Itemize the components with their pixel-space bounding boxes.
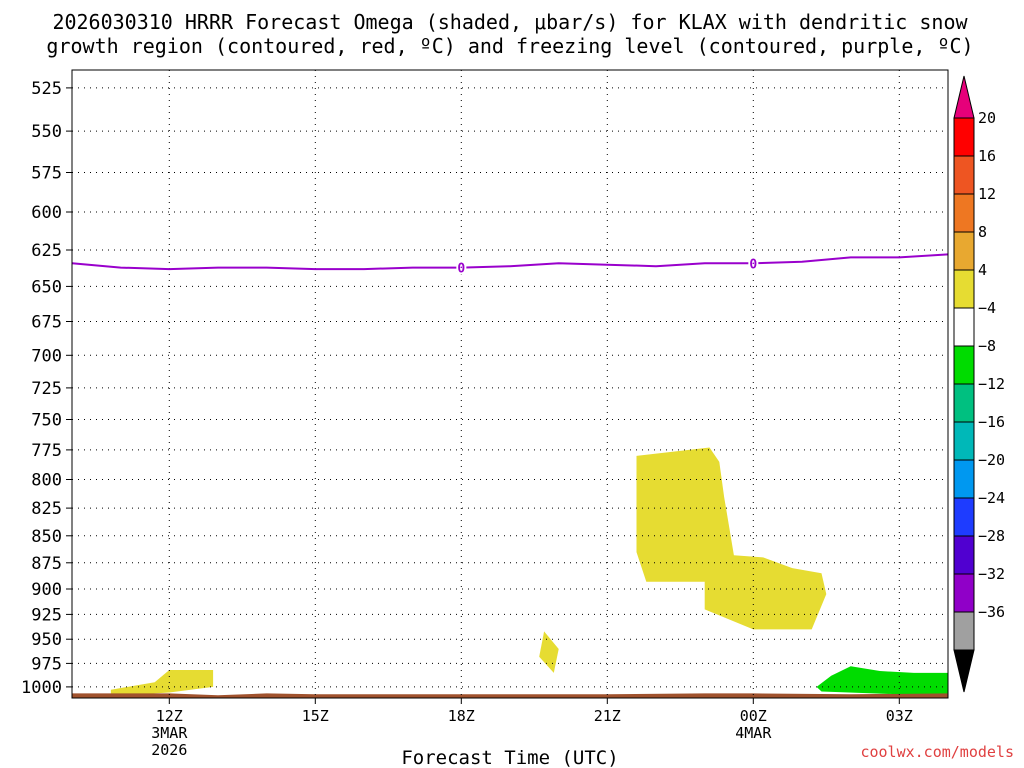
x-tick-label: 18Z	[448, 707, 475, 725]
colorbar-segment	[953, 231, 975, 271]
y-tick-label: 875	[31, 554, 62, 574]
x-axis-label: Forecast Time (UTC)	[401, 747, 618, 768]
colorbar-tick-label: −28	[978, 527, 1005, 545]
colorbar-segment	[953, 155, 975, 195]
omega-positive-4-to-8	[539, 631, 559, 673]
y-tick-label: 600	[31, 203, 62, 223]
y-tick-label: 750	[31, 411, 62, 431]
colorbar-tick-label: −16	[978, 413, 1005, 431]
y-tick-label: 675	[31, 313, 62, 333]
y-tick-label: 800	[31, 471, 62, 491]
colorbar-segment	[953, 307, 975, 347]
colorbar-segment	[953, 345, 975, 385]
freezing-level-line	[71, 253, 949, 271]
colorbar-tick-label: −32	[978, 565, 1005, 583]
y-tick-label: 650	[31, 277, 62, 297]
credit-text: coolwx.com/models	[860, 743, 1014, 761]
colorbar-segment	[953, 383, 975, 423]
x-tick-label: 03Z	[886, 707, 913, 725]
omega-negative-4-to-8	[816, 666, 948, 695]
y-tick-label: 725	[31, 379, 62, 399]
omega-positive-4-to-8	[110, 670, 214, 697]
y-tick-label: 950	[31, 630, 62, 650]
colorbar-segment	[953, 193, 975, 233]
colorbar-tick-label: −4	[978, 299, 996, 317]
y-tick-label: 1000	[21, 678, 62, 698]
colorbar-tick-label: 16	[978, 147, 996, 165]
freezing-level-label: 0	[749, 257, 757, 272]
omega-positive-4-to-8	[636, 447, 827, 630]
x-tick-label: 12Z	[156, 707, 183, 725]
colorbar-segment	[953, 535, 975, 575]
y-tick-label: 575	[31, 164, 62, 184]
colorbar: 20 16 12 8 4 −4 −8 −12 −16 −20 −24 −28 −32 −36	[953, 75, 1005, 693]
plot-area: 0 0 525 550 575 600 625 650 675 700 725 750 775 800 82…	[21, 69, 949, 759]
y-tick-label: 850	[31, 527, 62, 547]
y-tick-label: 775	[31, 441, 62, 461]
y-tick-label: 700	[31, 346, 62, 366]
x-tick-date-label: 3MAR	[151, 724, 188, 742]
y-tick-label: 625	[31, 241, 62, 261]
colorbar-segment	[953, 573, 975, 613]
plot-frame	[71, 69, 949, 699]
x-tick-label: 21Z	[594, 707, 621, 725]
colorbar-top-arrow	[953, 75, 975, 119]
colorbar-bottom-arrow	[953, 649, 975, 693]
colorbar-segment	[953, 421, 975, 461]
y-tick-label: 975	[31, 654, 62, 674]
colorbar-tick-label: −20	[978, 451, 1005, 469]
chart-title-line1: 2026030310 HRRR Forecast Omega (shaded, …	[52, 10, 968, 34]
colorbar-tick-label: 12	[978, 185, 996, 203]
x-tick-year-label: 2026	[151, 741, 187, 759]
colorbar-segment	[953, 497, 975, 537]
colorbar-tick-label: 8	[978, 223, 987, 241]
colorbar-segment	[953, 269, 975, 309]
colorbar-segment	[953, 459, 975, 499]
x-tick-label: 15Z	[302, 707, 329, 725]
y-tick-label: 550	[31, 122, 62, 142]
colorbar-segment	[953, 117, 975, 157]
ground-surface	[72, 693, 948, 698]
colorbar-tick-label: −24	[978, 489, 1005, 507]
colorbar-tick-label: 4	[978, 261, 987, 279]
y-tick-label: 925	[31, 605, 62, 625]
y-tick-label: 900	[31, 580, 62, 600]
colorbar-segment	[953, 611, 975, 651]
colorbar-tick-label: −12	[978, 375, 1005, 393]
colorbar-tick-label: −36	[978, 603, 1005, 621]
freezing-level-label-bg	[748, 255, 759, 271]
freezing-level-label-bg	[456, 259, 467, 275]
colorbar-tick-label: −8	[978, 337, 996, 355]
colorbar-tick-label: 20	[978, 109, 996, 127]
x-tick-date-label: 4MAR	[735, 724, 772, 742]
freezing-level-label: 0	[457, 262, 465, 277]
x-tick-label: 00Z	[740, 707, 767, 725]
chart-title-line2: growth region (contoured, red, ºC) and f…	[46, 34, 973, 58]
y-tick-label: 525	[31, 79, 62, 99]
y-tick-label: 825	[31, 499, 62, 519]
